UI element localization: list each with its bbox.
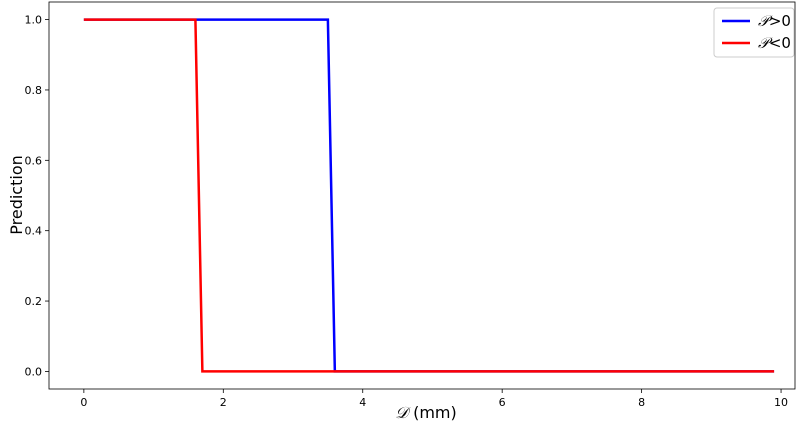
- x-tick-label: 4: [359, 396, 366, 409]
- series-layer: [83, 18, 775, 373]
- x-tick-label: 2: [220, 396, 227, 409]
- y-tick-label: 0.0: [25, 365, 43, 378]
- x-tick-label: 10: [774, 396, 788, 409]
- x-tick-label: 6: [499, 396, 506, 409]
- y-tick-label: 0.8: [25, 84, 43, 97]
- x-axis-label: 𝒟 (mm): [395, 403, 457, 422]
- legend-label-negative: 𝒫<0: [758, 34, 791, 52]
- plot-area-background: [49, 2, 795, 389]
- y-tick-label: 0.4: [25, 225, 43, 238]
- plot-frame: [48, 1, 796, 390]
- y-axis-ticks: 0.0 0.2 0.4 0.6 0.8 1.0: [25, 14, 49, 378]
- series-line-1: [83, 18, 775, 373]
- x-axis-ticks: 0 2 4 6 8 10: [80, 389, 788, 409]
- y-axis-label: Prediction: [7, 155, 26, 234]
- x-tick-label: 0: [80, 396, 87, 409]
- y-tick-label: 0.6: [25, 154, 43, 167]
- y-tick-label: 0.2: [25, 295, 43, 308]
- x-tick-label: 8: [638, 396, 645, 409]
- y-tick-label: 1.0: [25, 14, 43, 27]
- legend: 𝒫>0 𝒫<0: [713, 7, 795, 58]
- legend-label-positive: 𝒫>0: [758, 12, 791, 30]
